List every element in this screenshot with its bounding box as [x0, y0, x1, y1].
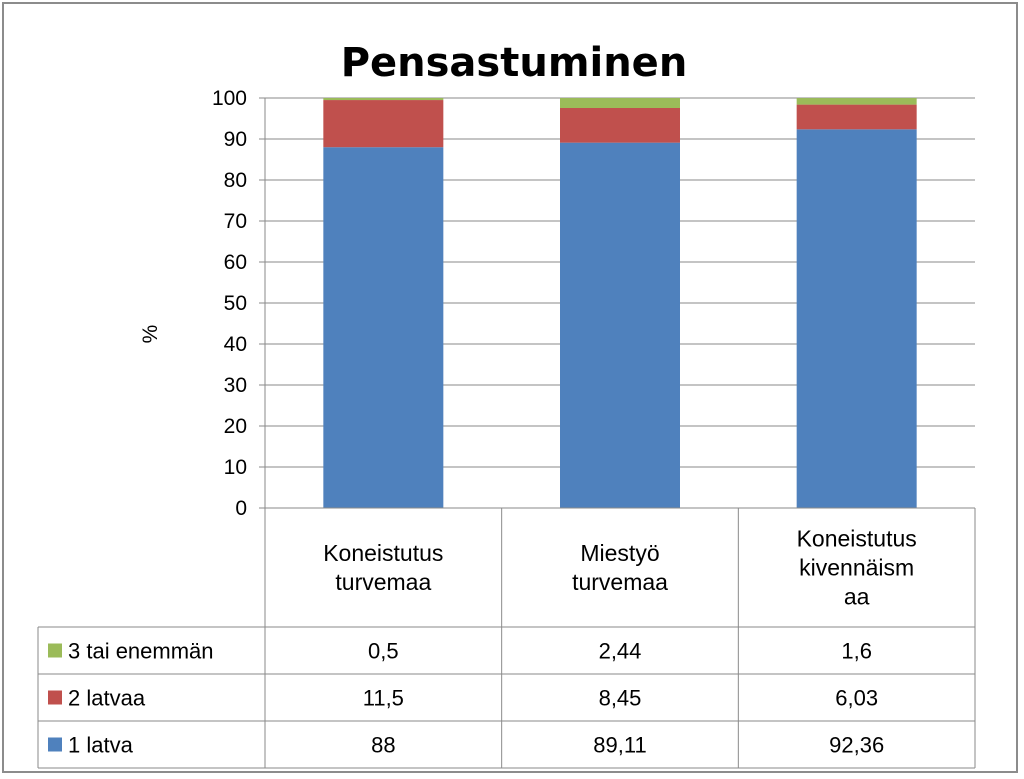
- data-table-value: 6,03: [835, 686, 878, 711]
- legend-key-1-latva: [48, 737, 62, 752]
- legend-label: 1 latva: [68, 733, 134, 758]
- category-label: turvemaa: [335, 569, 431, 595]
- axes: 0 10 20 30 40 50 60 70 80 90 100: [212, 87, 266, 520]
- y-tick-label: 60: [224, 251, 247, 274]
- data-table: Koneistutus turvemaa Miestyö turvemaa Koneis…: [37, 507, 976, 769]
- category-label: Koneistutus: [323, 540, 443, 566]
- y-tick-label: 10: [224, 456, 247, 479]
- y-tick-label: 20: [224, 415, 247, 438]
- y-tick-label: 0: [235, 497, 247, 520]
- chart-title: Pensastuminen: [341, 40, 688, 86]
- y-tick-label: 80: [224, 169, 247, 192]
- data-table-value: 0,5: [368, 639, 399, 664]
- y-tick-label: 70: [224, 210, 247, 233]
- bar-2-latvaa: [560, 108, 680, 143]
- y-tick-label: 100: [212, 87, 247, 110]
- y-tick-label: 50: [224, 292, 247, 315]
- bar-1-latva: [796, 129, 917, 508]
- legend-key-3-tai-enemmän: [48, 643, 62, 658]
- category-label: Koneistutus: [797, 526, 917, 552]
- category-label: turvemaa: [572, 569, 668, 595]
- y-tick-label: 30: [224, 374, 247, 397]
- data-table-value: 88: [371, 733, 395, 758]
- y-tick-label: 90: [224, 128, 247, 151]
- legend-label: 3 tai enemmän: [68, 639, 214, 664]
- category-label: aa: [844, 584, 870, 610]
- data-table-value: 1,6: [841, 639, 872, 664]
- bar-1-latva: [323, 147, 444, 508]
- legend-key-2-latvaa: [48, 690, 62, 705]
- bar-3-tai-enemmän: [323, 98, 444, 101]
- bar-2-latvaa: [323, 100, 444, 148]
- bar-2-latvaa: [796, 104, 917, 130]
- category-label: kivennäism: [799, 555, 914, 581]
- legend-label: 2 latvaa: [68, 686, 146, 711]
- data-table-value: 89,11: [593, 733, 646, 758]
- data-table-value: 11,5: [363, 686, 404, 711]
- bars: [323, 98, 917, 509]
- data-table-value: 2,44: [599, 639, 642, 664]
- y-tick-label: 40: [224, 333, 247, 356]
- y-axis-label: %: [139, 325, 162, 344]
- category-label: Miestyö: [580, 540, 659, 566]
- bar-1-latva: [560, 142, 680, 509]
- data-table-value: 8,45: [599, 686, 642, 711]
- bar-3-tai-enemmän: [560, 98, 680, 109]
- data-table-value: 92,36: [829, 733, 884, 758]
- bar-3-tai-enemmän: [796, 98, 917, 105]
